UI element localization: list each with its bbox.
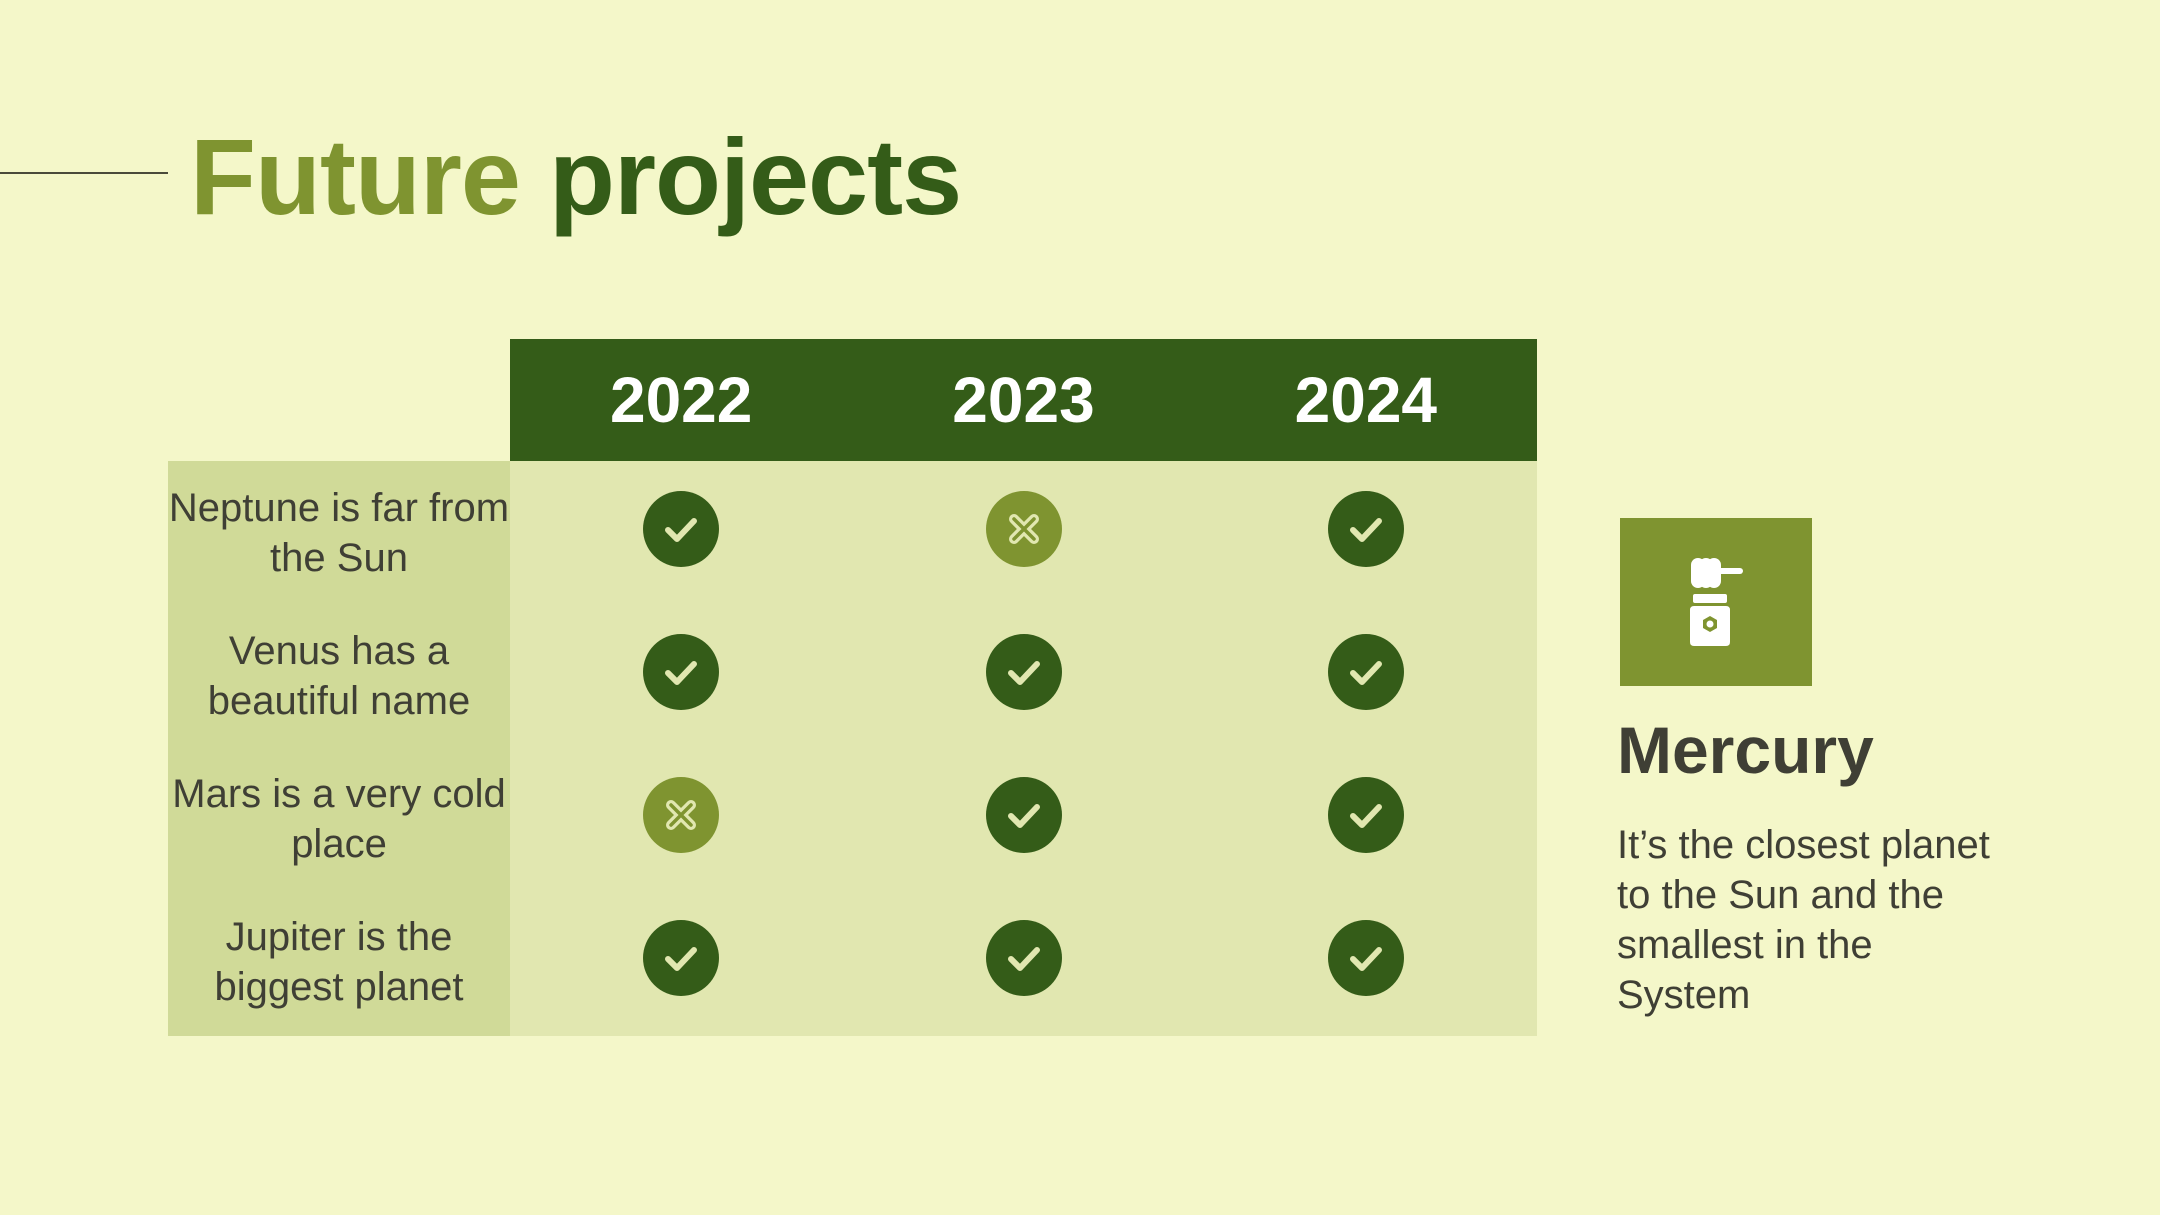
title-word-projects: projects (549, 116, 962, 237)
year-header-2024: 2024 (1294, 364, 1437, 436)
ink-bottle-icon (1620, 518, 1812, 686)
page-title: Future projects (190, 112, 962, 242)
card-description: It’s the closest planet to the Sun and t… (1617, 823, 1990, 1017)
card-title: Mercury (1617, 713, 1874, 787)
check-icon (643, 490, 720, 567)
row-label-column: Neptune is far from the Sun Venus has a b… (168, 461, 510, 1036)
check-icon (1327, 776, 1404, 853)
row-label: Jupiter is the biggest planet (214, 914, 464, 1009)
check-icon (985, 776, 1062, 853)
year-header-2023: 2023 (952, 364, 1095, 436)
check-icon (1327, 919, 1404, 996)
check-icon (985, 633, 1062, 710)
decorative-line (0, 172, 168, 174)
check-icon (643, 633, 720, 710)
check-icon (643, 919, 720, 996)
row-label: Venus has a beautiful name (207, 628, 471, 723)
year-header-2022: 2022 (609, 364, 753, 436)
status-grid (510, 461, 1537, 1036)
check-icon (985, 919, 1062, 996)
table-header: 2022 2023 2024 (510, 339, 1537, 461)
check-icon (1327, 490, 1404, 567)
row-label: Neptune is far from the Sun (168, 485, 510, 580)
title-word-future: Future (190, 116, 521, 237)
row-label: Mars is a very cold place (172, 771, 506, 866)
cross-icon (985, 490, 1062, 567)
check-icon (1327, 633, 1404, 710)
cross-icon (643, 776, 720, 853)
